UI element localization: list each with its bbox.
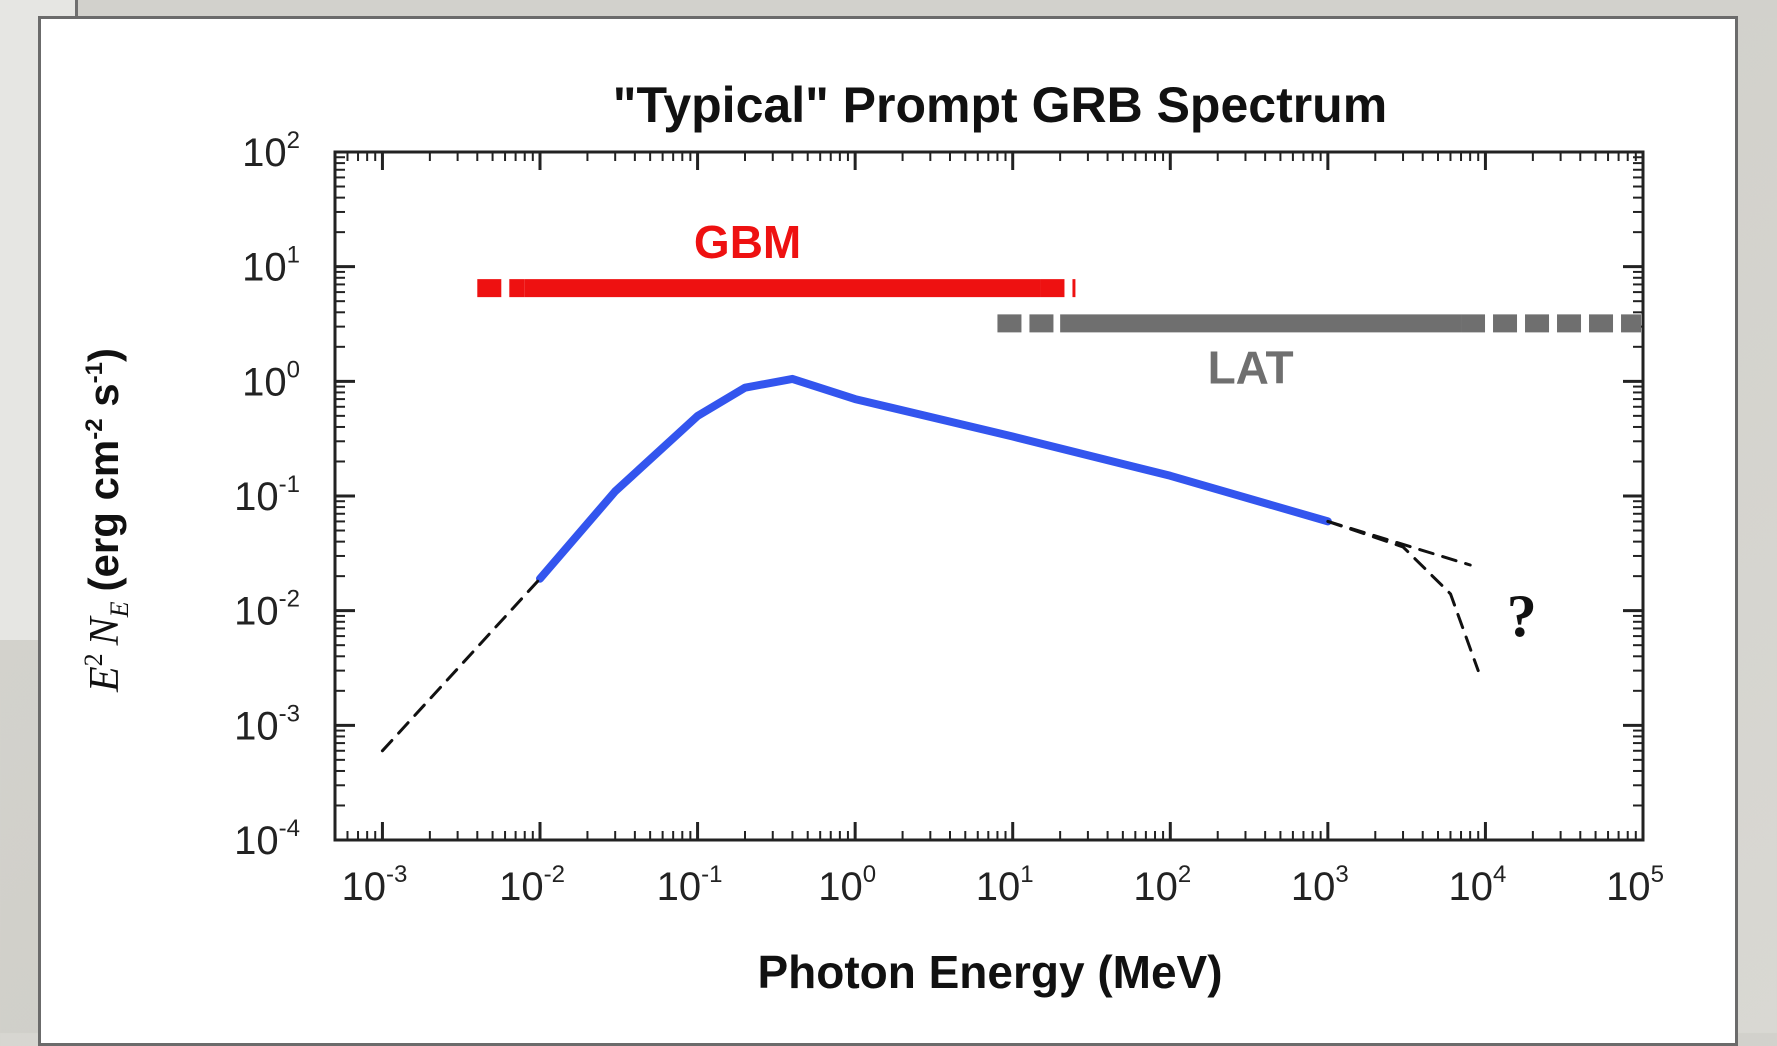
y-label-units-mid: s bbox=[80, 383, 127, 418]
y-tick-base: 10 bbox=[234, 704, 279, 748]
x-tick-base: 10 bbox=[1291, 865, 1336, 909]
slide-card bbox=[38, 16, 1738, 1046]
spectrum-extrapolation-line bbox=[380, 577, 542, 753]
x-tick-base: 10 bbox=[1448, 865, 1493, 909]
y-tick-exp: 2 bbox=[287, 127, 300, 154]
y-tick-base: 10 bbox=[242, 246, 287, 290]
spectrum-series bbox=[380, 374, 1480, 753]
y-tick-base: 10 bbox=[234, 475, 279, 519]
minor-ticks bbox=[335, 152, 1643, 840]
y-label-e: E bbox=[82, 666, 128, 693]
x-tick-base: 10 bbox=[499, 865, 544, 909]
y-tick-base: 10 bbox=[242, 131, 287, 175]
x-tick-label: 105 bbox=[1606, 861, 1664, 909]
y-label-units-suffix: ) bbox=[80, 348, 127, 362]
y-tick-exp: -3 bbox=[279, 700, 300, 727]
x-tick-label: 10-3 bbox=[342, 861, 408, 909]
x-tick-exp: -2 bbox=[544, 861, 565, 888]
y-tick-base: 10 bbox=[234, 819, 279, 863]
x-tick-exp: -3 bbox=[386, 861, 407, 888]
question-mark-annotation: ? bbox=[1507, 583, 1537, 649]
x-tick-label: 103 bbox=[1291, 861, 1349, 909]
y-tick-base: 10 bbox=[234, 590, 279, 634]
instrument-bands: GBM LAT bbox=[477, 216, 1641, 393]
background-shelf bbox=[0, 0, 1777, 18]
x-tick-label: 104 bbox=[1448, 861, 1506, 909]
x-tick-exp: 2 bbox=[1178, 861, 1191, 888]
annotations: ? bbox=[1507, 583, 1537, 649]
x-tick-label: 10-1 bbox=[657, 861, 723, 909]
y-tick-label: 10-3 bbox=[234, 700, 300, 748]
x-tick-exp: -1 bbox=[701, 861, 722, 888]
y-tick-label: 101 bbox=[242, 242, 300, 290]
y-tick-label: 10-2 bbox=[234, 586, 300, 634]
x-tick-exp: 1 bbox=[1020, 861, 1033, 888]
y-tick-base: 10 bbox=[242, 360, 287, 404]
y-tick-label: 102 bbox=[242, 127, 300, 175]
x-tick-label: 102 bbox=[1133, 861, 1191, 909]
x-tick-base: 10 bbox=[818, 865, 863, 909]
y-axis-label: E2NE(erg cm-2 s-1) bbox=[79, 348, 134, 693]
x-tick-labels: 10-3 10-2 10-1 100 101 102 103 104 105 bbox=[342, 861, 1664, 909]
y-tick-exp: 1 bbox=[287, 242, 300, 269]
x-tick-base: 10 bbox=[1606, 865, 1651, 909]
y-label-units-prefix: (erg cm bbox=[80, 440, 127, 592]
major-ticks bbox=[335, 150, 1645, 842]
x-axis-label: Photon Energy (MeV) bbox=[757, 946, 1222, 998]
x-tick-exp: 0 bbox=[863, 861, 876, 888]
y-tick-label: 10-4 bbox=[234, 815, 300, 863]
y-tick-label: 100 bbox=[242, 356, 300, 404]
x-tick-exp: 4 bbox=[1493, 861, 1506, 888]
y-tick-exp: 0 bbox=[287, 356, 300, 383]
x-tick-exp: 3 bbox=[1335, 861, 1348, 888]
y-tick-exp: -2 bbox=[279, 586, 300, 613]
y-tick-exp: -4 bbox=[279, 815, 300, 842]
y-label-e-exp: 2 bbox=[79, 653, 108, 666]
lat-label: LAT bbox=[1208, 341, 1294, 393]
y-label-n-sub: E bbox=[105, 601, 134, 618]
y-label-units-exp2: -1 bbox=[81, 362, 108, 383]
x-tick-base: 10 bbox=[1133, 865, 1178, 909]
x-tick-label: 101 bbox=[976, 861, 1034, 909]
x-tick-base: 10 bbox=[657, 865, 702, 909]
plot-frame bbox=[333, 150, 1645, 842]
chart-title: "Typical" Prompt GRB Spectrum bbox=[613, 77, 1387, 133]
spectrum-extrapolation-line bbox=[1326, 519, 1472, 567]
gbm-label: GBM bbox=[694, 216, 801, 268]
y-label-units-exp1: -2 bbox=[81, 418, 108, 439]
y-tick-exp: -1 bbox=[279, 471, 300, 498]
x-tick-base: 10 bbox=[342, 865, 387, 909]
x-tick-label: 10-2 bbox=[499, 861, 565, 909]
x-tick-label: 100 bbox=[818, 861, 876, 909]
spectrum-line bbox=[536, 374, 1332, 583]
y-label-n: N bbox=[82, 615, 128, 646]
x-tick-base: 10 bbox=[976, 865, 1021, 909]
y-tick-label: 10-1 bbox=[234, 471, 300, 519]
x-tick-exp: 5 bbox=[1651, 861, 1664, 888]
